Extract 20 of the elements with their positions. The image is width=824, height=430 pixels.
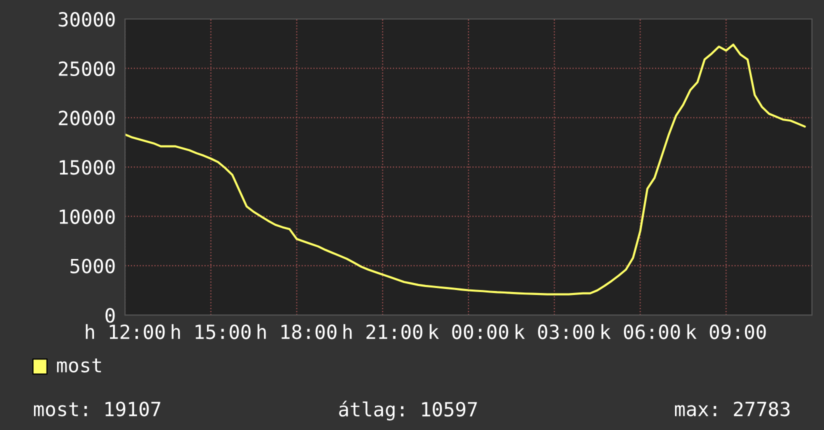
x-tick-label: h 21:00 [343, 324, 422, 340]
y-tick-label: 15000 [60, 160, 115, 175]
y-tick-label: 25000 [58, 61, 115, 76]
y-tick-label: 20000 [58, 110, 115, 126]
x-tick-label: k 06:00 [602, 324, 680, 340]
y-tick-label: 0 [106, 308, 115, 323]
y-tick-label: 10000 [60, 209, 115, 224]
x-tick-label: h 12:00 [86, 324, 165, 340]
text: átlag: 10597 [339, 400, 477, 421]
line-series [125, 44, 806, 296]
y-tick-label: 5000 [70, 258, 115, 274]
x-tick-label: k 00:00 [430, 324, 508, 340]
y-tick-label: 30000 [58, 12, 115, 27]
legend-label: most [57, 358, 101, 372]
text: most: 19107 [34, 402, 160, 416]
x-tick-label: h 15:00 [172, 324, 251, 340]
x-tick-label: k 09:00 [687, 324, 766, 340]
x-tick-label: k 03:00 [516, 324, 594, 340]
x-tick-label: h 18:00 [258, 324, 336, 340]
text: max: 27783 [675, 402, 790, 416]
